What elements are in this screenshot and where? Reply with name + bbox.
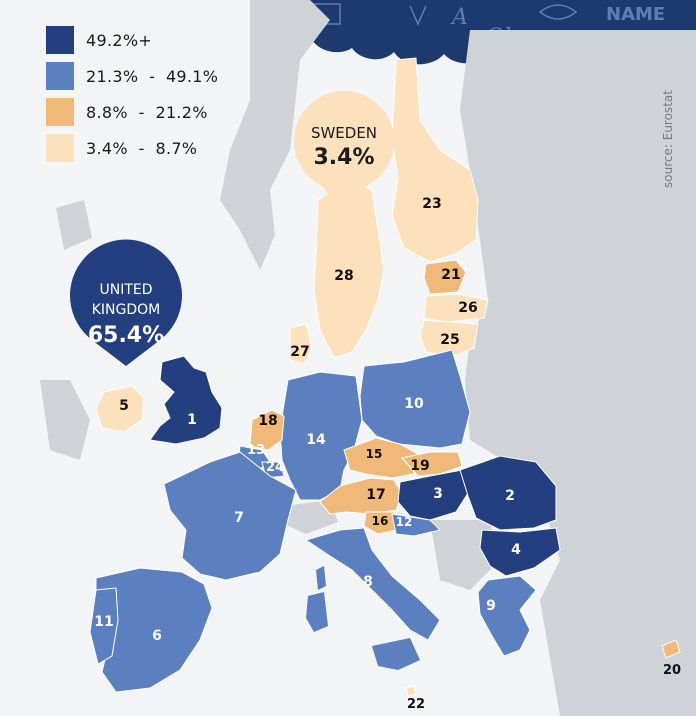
legend-swatch [46,26,74,54]
region-20 [661,639,681,659]
region-9 [477,575,537,657]
region-label-8: 8 [363,574,373,590]
sweden-callout: SWEDEN 3.4% [294,91,394,216]
legend-swatch [46,98,74,126]
region-label-3: 3 [433,486,443,502]
region-27 [289,323,313,365]
region-label-4: 4 [511,542,521,558]
region-28 [313,179,385,359]
region-12 [391,513,441,537]
region-11 [89,587,119,665]
sweden-callout-name: SWEDEN [311,124,377,142]
region-label-22: 22 [407,697,425,712]
region-label-10: 10 [404,396,424,412]
region-label-17: 17 [366,487,385,503]
region-label-28: 28 [334,268,353,284]
region-label-9: 9 [486,598,496,614]
norway-shape [220,0,330,270]
region-3 [397,469,471,521]
uk-callout-name-line1: UNITED [99,282,152,298]
sardinia-shape [306,592,328,632]
region-label-23: 23 [422,196,441,212]
legend-label: 49.2%+ [86,30,153,50]
region-label-11: 11 [94,614,113,630]
eastern-land-shape [460,30,696,716]
region-21 [423,259,467,295]
legend-swatch [46,134,74,162]
legend-item: 3.4% - 8.7% [46,130,218,166]
legend-label: 3.4% - 8.7% [86,138,198,158]
region-label-15: 15 [366,447,383,461]
region-16 [363,511,397,535]
region-22 [405,685,417,697]
uk-callout: UNITED KINGDOM 65.4% [70,239,183,366]
legend-item: 49.2%+ [46,22,218,58]
region-1 [149,355,223,445]
region-23 [391,57,479,263]
region-15 [343,437,419,479]
region-label-25: 25 [440,332,459,348]
lamp-doodle [409,5,427,26]
legend-swatch [46,62,74,90]
uk-callout-pin [70,239,183,366]
uk-callout-name-line2: KINGDOM [92,302,161,318]
region-label-6: 6 [152,628,162,644]
region-5 [95,385,145,433]
region-labels: 1 2 3 4 5 6 7 8 9 10 11 12 13 14 15 16 1… [94,196,681,712]
region-label-19: 19 [410,458,429,474]
uk-callout-value: 65.4% [88,323,164,348]
member-states [89,57,681,697]
legend-label: 8.8% - 21.2% [86,102,208,122]
region-label-21: 21 [441,267,460,283]
banner-doodle-a: A [450,5,468,30]
region-label-16: 16 [372,514,389,528]
switzerland-shape [284,500,338,534]
source-note: source: Eurostat [648,80,675,200]
legend-item: 21.3% - 49.1% [46,58,218,94]
region-label-5: 5 [119,398,129,414]
region-label-13: 13 [247,443,265,458]
region-26 [423,293,489,323]
region-8 [304,527,441,641]
region-label-1: 1 [187,412,197,428]
sweden-callout-value: 3.4% [313,145,374,170]
banner-doodle-name: NAME [606,4,665,25]
region-label-18: 18 [258,413,277,429]
region-label-24: 24 [266,460,284,475]
region-2 [459,455,557,531]
region-label-7: 7 [234,510,244,526]
source-text: source: Eurostat [661,90,675,188]
speech-bubble-doodle [538,4,578,20]
legend-item: 8.8% - 21.2% [46,94,218,130]
corsica-shape [316,566,326,590]
region-25 [419,319,479,357]
region-7 [163,451,297,581]
region-label-2: 2 [505,488,515,504]
region-18 [249,409,285,451]
sweden-callout-pin [294,91,394,216]
region-label-12: 12 [396,515,413,529]
region-label-14: 14 [306,432,326,448]
region-19 [401,451,463,477]
sicily-shape [372,638,420,670]
atlantic-shape [40,380,90,460]
region-label-26: 26 [458,300,477,316]
region-4 [479,527,561,577]
faroe-shape [56,200,92,250]
region-label-20: 20 [663,663,681,678]
legend-label: 21.3% - 49.1% [86,66,219,86]
legend: 49.2%+ 21.3% - 49.1% 8.8% - 21.2% 3.4% -… [46,22,218,166]
region-label-27: 27 [290,344,309,360]
